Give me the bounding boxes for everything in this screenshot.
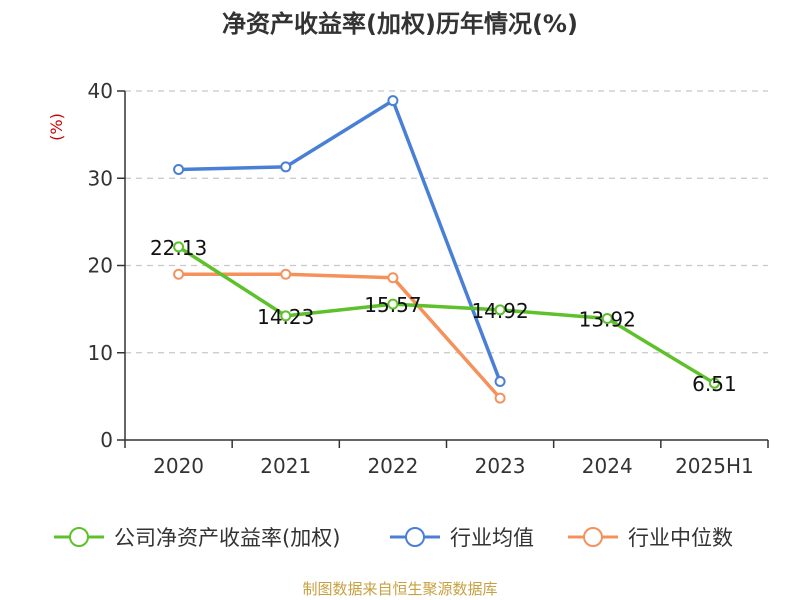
data-label: 22.13 (150, 236, 207, 260)
y-unit-label: (%) (47, 113, 66, 141)
data-point (173, 268, 185, 280)
data-point (601, 313, 613, 325)
data-point (173, 241, 185, 253)
y-tick-label: 10 (88, 341, 113, 365)
data-point (387, 95, 399, 107)
x-tick-label: 2023 (475, 454, 526, 478)
legend-marker (405, 527, 425, 547)
series-line (178, 272, 502, 400)
data-point (387, 272, 399, 284)
x-tick-label: 2020 (153, 454, 204, 478)
data-point (387, 298, 399, 310)
legend: 公司净资产收益率(加权) 行业均值 行业中位数 (54, 526, 733, 550)
data-labels: 22.13 14.23 15.57 14.92 13.92 6.51 (150, 236, 737, 396)
chart-title: 净资产收益率(加权)历年情况(%) (222, 10, 578, 38)
x-tick-label: 2025H1 (675, 454, 754, 478)
data-point (494, 392, 506, 404)
data-point (494, 304, 506, 316)
x-tick-label: 2024 (582, 454, 633, 478)
series-line (177, 245, 716, 385)
y-tick-label: 0 (100, 428, 113, 452)
y-tick-label: 20 (88, 254, 113, 278)
data-label: 6.51 (692, 372, 737, 396)
legend-marker (583, 527, 603, 547)
data-point (708, 377, 720, 389)
data-label: 14.92 (471, 299, 528, 323)
data-label: 15.57 (364, 293, 421, 317)
x-tick-label: 2021 (260, 454, 311, 478)
gridlines (125, 90, 768, 354)
y-tick-label: 30 (88, 166, 113, 190)
x-tick-label: 2022 (367, 454, 418, 478)
series-line (178, 98, 502, 383)
data-point (280, 161, 292, 173)
data-point (173, 164, 185, 176)
data-label: 13.92 (579, 308, 636, 332)
data-label: 14.23 (257, 305, 314, 329)
axes: 0 10 20 30 40 (%) 2020 2021 2022 2023 2024 2025H1 (47, 79, 769, 478)
source-note: 制图数据来自恒生聚源数据库 (302, 580, 498, 598)
y-tick-label: 40 (88, 79, 113, 103)
legend-label: 行业均值 (450, 526, 534, 550)
data-point (280, 310, 292, 322)
legend-label: 行业中位数 (628, 526, 733, 550)
data-point (280, 268, 292, 280)
series-lines (173, 95, 720, 404)
legend-marker (69, 527, 89, 547)
data-point (494, 376, 506, 388)
legend-label: 公司净资产收益率(加权) (114, 526, 340, 550)
